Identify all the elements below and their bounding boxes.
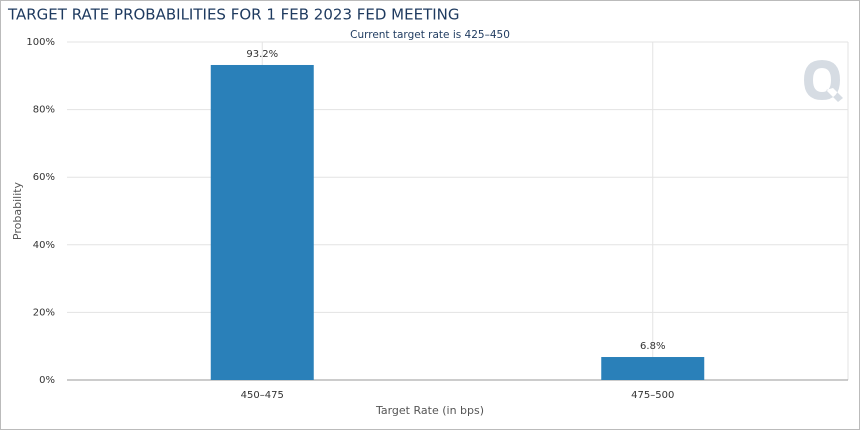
chart-subtitle: Current target rate is 425–450 bbox=[350, 29, 510, 41]
bar bbox=[601, 357, 705, 380]
x-tick-label: 450–475 bbox=[241, 390, 284, 401]
y-tick-label: 100% bbox=[26, 37, 55, 48]
y-tick-label: 0% bbox=[39, 375, 55, 386]
x-tick-label: 475–500 bbox=[631, 390, 674, 401]
x-axis-label: Target Rate (in bps) bbox=[375, 404, 484, 417]
data-label: 93.2% bbox=[246, 49, 278, 60]
y-tick-label: 40% bbox=[33, 240, 55, 251]
y-tick-label: 60% bbox=[33, 172, 55, 183]
data-label: 6.8% bbox=[640, 341, 665, 352]
logo bbox=[804, 60, 843, 102]
bar bbox=[210, 64, 314, 380]
y-tick-label: 80% bbox=[33, 105, 55, 116]
y-axis-label: Probability bbox=[11, 181, 24, 240]
chart-title: TARGET RATE PROBABILITIES FOR 1 FEB 2023… bbox=[7, 6, 460, 24]
y-tick-label: 20% bbox=[33, 307, 55, 318]
